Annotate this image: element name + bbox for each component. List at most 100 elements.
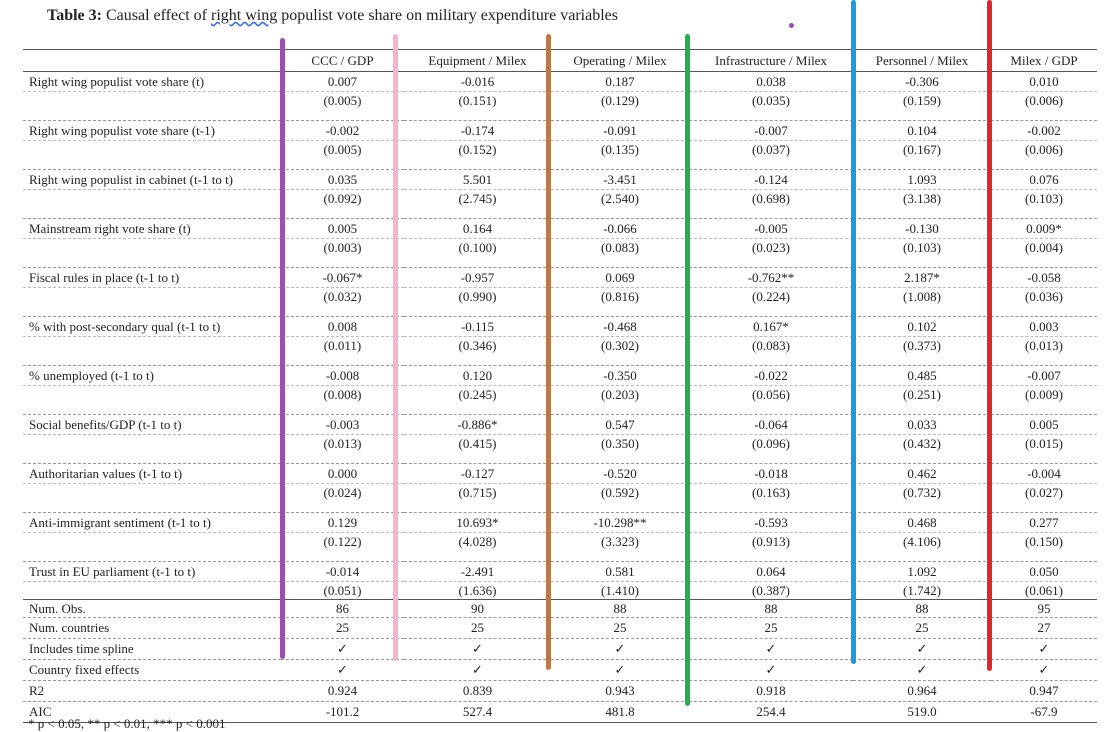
statistic-cell: ✓ [551, 638, 689, 660]
variable-label: Authoritarian values (t-1 to t) [23, 463, 281, 484]
table-number: Table 3: [47, 7, 102, 24]
statistic-cell: ✓ [689, 659, 853, 681]
pink-vertical-bar [393, 34, 398, 661]
coefficient-cell: 0.007 [327, 74, 358, 89]
coefficient-cell: -0.762** [689, 267, 853, 288]
table-row: Includes time spline ✓ ✓ ✓ ✓ ✓ ✓ [23, 638, 1097, 660]
table-row: Fiscal rules in place (t-1 to t) -0.067* -… [23, 267, 1097, 288]
table-row: Num. countries 25 25 25 25 25 27 [23, 617, 1097, 639]
spacer-row [23, 305, 1097, 317]
standard-error-cell: (1.636) [404, 581, 551, 600]
statistic-cell: 86 [281, 599, 404, 618]
coefficient-cell: -0.058 [991, 267, 1097, 288]
variable-label: Right wing populist in cabinet (t-1 to t… [23, 169, 281, 190]
variable-label: Right wing populist vote share (t) [29, 74, 205, 89]
standard-error-cell: (0.816) [551, 287, 689, 305]
statistic-cell: ✓ [281, 638, 404, 660]
statistic-cell: 254.4 [689, 701, 853, 723]
coefficient-cell: -0.007 [689, 120, 853, 141]
standard-error-cell: (0.203) [551, 385, 689, 403]
column-header: Equipment / Milex [404, 49, 551, 72]
statistic-cell: 0.943 [551, 680, 689, 702]
table-row: (0.003) (0.100) (0.083) (0.023) (0.103) (0.00… [23, 238, 1097, 256]
standard-error-cell: (0.083) [551, 238, 689, 256]
coefficient-cell: -0.886* [404, 414, 551, 435]
coefficient-cell: 0.485 [853, 365, 991, 386]
standard-error-cell: (0.129) [551, 91, 689, 109]
spacer-cell [23, 501, 1097, 513]
standard-error-cell: (0.023) [689, 238, 853, 256]
empty-label-cell [23, 434, 281, 452]
coefficient-cell: -0.127 [404, 463, 551, 484]
spacer-row [23, 452, 1097, 464]
standard-error-cell: (0.006) [991, 140, 1097, 158]
significance-note: * p < 0.05, ** p < 0.01, *** p < 0.001 [28, 716, 226, 731]
standard-error-cell: (0.150) [991, 532, 1097, 550]
spacer-cell [23, 207, 1097, 219]
statistic-cell: 95 [991, 599, 1097, 618]
standard-error-cell: (0.100) [404, 238, 551, 256]
title-underlined: right wing [210, 7, 278, 24]
coefficient-cell: 0.035 [281, 169, 404, 190]
table-row: (0.011) (0.346) (0.302) (0.083) (0.373) (0.01… [23, 336, 1097, 354]
header-row: CCC / GDP Equipment / Milex Operating / Mi… [23, 49, 1097, 72]
empty-label-cell [23, 91, 281, 109]
spacer-cell [23, 550, 1097, 562]
standard-error-cell: (0.008) [281, 385, 404, 403]
statistic-cell: 25 [281, 617, 404, 639]
column-header: Personnel / Milex [853, 49, 991, 72]
standard-error-cell: (0.005) [281, 91, 404, 109]
coefficient-cell: 0.187 [605, 74, 635, 89]
standard-error-cell: (1.742) [853, 581, 991, 600]
coefficient-cell: -0.022 [689, 365, 853, 386]
statistic-label: AIC [23, 701, 281, 723]
coefficient-cell: 1.092 [853, 561, 991, 582]
statistic-cell: 0.918 [689, 680, 853, 702]
table-row: Country fixed effects ✓ ✓ ✓ ✓ ✓ ✓ [23, 659, 1097, 681]
standard-error-cell: (0.083) [689, 336, 853, 354]
standard-error-cell: (0.011) [281, 336, 404, 354]
table-row: (0.032) (0.990) (0.816) (0.224) (1.008) (0.03… [23, 287, 1097, 305]
standard-error-cell: (0.163) [689, 483, 853, 501]
coefficient-cell: -0.593 [689, 512, 853, 533]
coefficient-cell: 0.120 [404, 365, 551, 386]
statistic-cell: ✓ [689, 638, 853, 660]
table-row: (0.092) (2.745) (2.540) (0.698) (3.138) (0.10… [23, 189, 1097, 207]
standard-error-cell: (0.092) [281, 189, 404, 207]
standard-error-cell: (0.051) [281, 581, 404, 600]
statistic-cell: ✓ [551, 659, 689, 681]
coefficient-cell: -0.008 [281, 365, 404, 386]
empty-label-cell [23, 140, 281, 158]
statistic-cell: -67.9 [991, 701, 1097, 723]
coefficient-cell: 0.076 [991, 169, 1097, 190]
title-pre: Causal effect of [105, 7, 207, 24]
spacer-cell [23, 256, 1097, 268]
coefficient-cell: 0.005 [281, 218, 404, 239]
standard-error-cell: (0.056) [689, 385, 853, 403]
empty-label-cell [23, 483, 281, 501]
table-row: Authoritarian values (t-1 to t) 0.000 -0.1… [23, 463, 1097, 484]
coefficient-cell: 0.102 [853, 316, 991, 337]
coefficient-cell: 0.069 [551, 267, 689, 288]
variable-label: Right wing populist vote share (t-1) [23, 120, 281, 141]
coefficient-cell: -0.350 [551, 365, 689, 386]
table-row: AIC -101.2 527.4 481.8 254.4 519.0 -67.9 [23, 701, 1097, 723]
coefficient-cell: 0.003 [991, 316, 1097, 337]
coefficient-cell: 1.093 [853, 169, 991, 190]
statistic-cell: 0.924 [281, 680, 404, 702]
table-title: Table 3: Causal effect of right wing pop… [47, 7, 618, 25]
standard-error-cell: (0.005) [281, 140, 404, 158]
variable-label: Anti-immigrant sentiment (t-1 to t) [23, 512, 281, 533]
table-row: Mainstream right vote share (t) 0.005 0.16… [23, 218, 1097, 239]
spacer-cell [23, 452, 1097, 464]
title-post: populist vote share on military expendit… [281, 7, 618, 24]
table-row: % unemployed (t-1 to t) -0.008 0.120 -0.350… [23, 365, 1097, 386]
coefficient-cell: -0.018 [689, 463, 853, 484]
standard-error-cell: (0.913) [689, 532, 853, 550]
spacer-row [23, 109, 1097, 121]
spacer-row [23, 207, 1097, 219]
spacer-row [23, 354, 1097, 366]
coefficient-cell: -0.067* [281, 267, 404, 288]
table-body: Right wing populist vote share (t) 0.007 -… [23, 72, 1097, 723]
standard-error-cell: (0.415) [404, 434, 551, 452]
